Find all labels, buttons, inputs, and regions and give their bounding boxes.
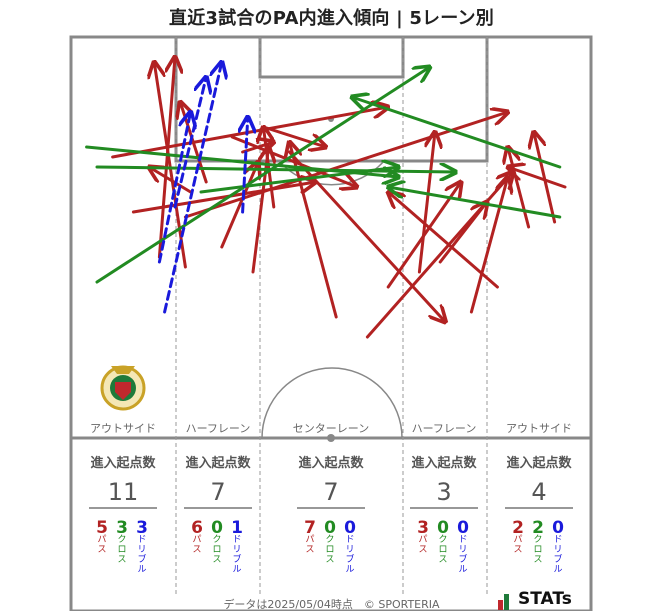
- cross-arrow-1: [95, 67, 430, 284]
- lane-header-2: 進入起点数: [185, 455, 251, 471]
- lane-5-cross-count: 2: [532, 518, 544, 538]
- lane-name-5: アウトサイド: [506, 422, 572, 435]
- dribble-arrow-3: [173, 77, 206, 209]
- cross-arrow-5: [388, 187, 562, 219]
- lane-2-pass-count: 6: [191, 518, 203, 538]
- lane-name-2: ハーフレーン: [186, 422, 251, 435]
- lane-stats: 進入起点数115パス3クロス3ドリブル進入起点数76パス0クロス1ドリブル進入起…: [89, 455, 573, 575]
- lane-5-dribble-count: 0: [552, 518, 564, 538]
- stats-logo-icon: [498, 594, 509, 610]
- lane-2-cross-count: 0: [211, 518, 223, 538]
- lane-4-cross-count: 0: [437, 518, 449, 538]
- center-spot: [327, 434, 335, 442]
- lane-4-cross-label: クロス: [438, 534, 447, 565]
- lane-4-pass-label: パス: [418, 534, 427, 555]
- lane-total-1: 11: [108, 478, 139, 506]
- goal-area: [258, 35, 405, 79]
- footer-note: データは2025/05/04時点 © SPORTERIA: [223, 598, 440, 611]
- lane-name-4: ハーフレーン: [412, 422, 477, 435]
- pass-arrow-10: [251, 147, 269, 274]
- lane-3-cross-label: クロス: [325, 534, 334, 565]
- lane-2-dribble-label: ドリブル: [232, 535, 241, 575]
- lane-5-cross-label: クロス: [533, 534, 542, 565]
- lane-labels: アウトサイド ハーフレーン センターレーン ハーフレーン アウトサイド: [90, 422, 572, 435]
- pass-arrow-7: [149, 167, 193, 194]
- dribble-arrow-2: [157, 112, 190, 264]
- arrow-layer: [85, 57, 567, 339]
- lane-3-pass-label: パス: [305, 534, 314, 555]
- pass-arrow-22: [508, 147, 531, 229]
- lane-header-3: 進入起点数: [298, 455, 364, 471]
- lane-name-1: アウトサイド: [90, 422, 156, 435]
- lane-1-dribble-count: 3: [136, 518, 148, 538]
- pass-arrow-18: [417, 132, 435, 274]
- stats-logo: STATs: [518, 589, 572, 609]
- lane-3-dribble-count: 0: [344, 518, 356, 538]
- lane-5-dribble-label: ドリブル: [553, 535, 562, 575]
- lane-3-pass-count: 7: [304, 518, 316, 538]
- pass-arrow-12: [241, 142, 274, 152]
- pass-arrow-2: [131, 182, 315, 214]
- lane-1-pass-count: 5: [96, 518, 108, 538]
- lane-total-5: 4: [531, 478, 546, 506]
- pass-arrow-24: [508, 167, 567, 189]
- pass-arrow-5: [183, 112, 507, 219]
- lane-total-4: 3: [436, 478, 451, 506]
- center-circle: [261, 367, 403, 439]
- lane-header-1: 進入起点数: [90, 455, 156, 471]
- cross-arrow-4: [352, 97, 562, 169]
- pass-arrow-13: [261, 125, 325, 147]
- lane-5-pass-count: 2: [512, 518, 524, 538]
- lane-4-dribble-count: 0: [457, 518, 469, 538]
- team-crest-icon: [100, 365, 146, 411]
- lane-total-3: 7: [323, 478, 338, 506]
- pass-arrow-23: [534, 132, 557, 224]
- penalty-area: [174, 35, 489, 163]
- lane-total-2: 7: [210, 478, 225, 506]
- lane-2-pass-label: パス: [192, 534, 201, 555]
- lane-3-dribble-label: ドリブル: [345, 535, 354, 575]
- lane-4-dribble-label: ドリブル: [458, 535, 467, 575]
- lane-3-cross-count: 0: [324, 518, 336, 538]
- cross-arrow-6: [95, 167, 456, 172]
- lane-2-cross-label: クロス: [212, 534, 221, 565]
- lane-1-pass-label: パス: [97, 534, 106, 555]
- pass-arrow-14: [287, 150, 445, 322]
- lane-5-pass-label: パス: [513, 534, 522, 555]
- lane-name-3: センターレーン: [293, 422, 369, 435]
- pass-arrow-4: [154, 62, 187, 269]
- dribble-arrow-4: [243, 117, 248, 214]
- lane-4-pass-count: 3: [417, 518, 429, 538]
- pass-arrow-20: [469, 177, 507, 314]
- lane-1-cross-count: 3: [116, 518, 128, 538]
- chart-title: 直近3試合のPA内進入傾向 | 5レーン別: [169, 8, 494, 29]
- lane-1-dribble-label: ドリブル: [137, 535, 146, 575]
- cross-arrow-2: [85, 145, 399, 177]
- lane-1-cross-label: クロス: [117, 534, 126, 565]
- lane-header-4: 進入起点数: [411, 455, 477, 471]
- dribble-arrow-1: [163, 62, 222, 314]
- pass-arrow-21: [388, 192, 499, 289]
- pass-arrow-19: [438, 202, 487, 264]
- lane-2-dribble-count: 1: [231, 518, 243, 538]
- pass-arrow-9: [220, 162, 258, 249]
- lane-header-5: 進入起点数: [506, 455, 572, 471]
